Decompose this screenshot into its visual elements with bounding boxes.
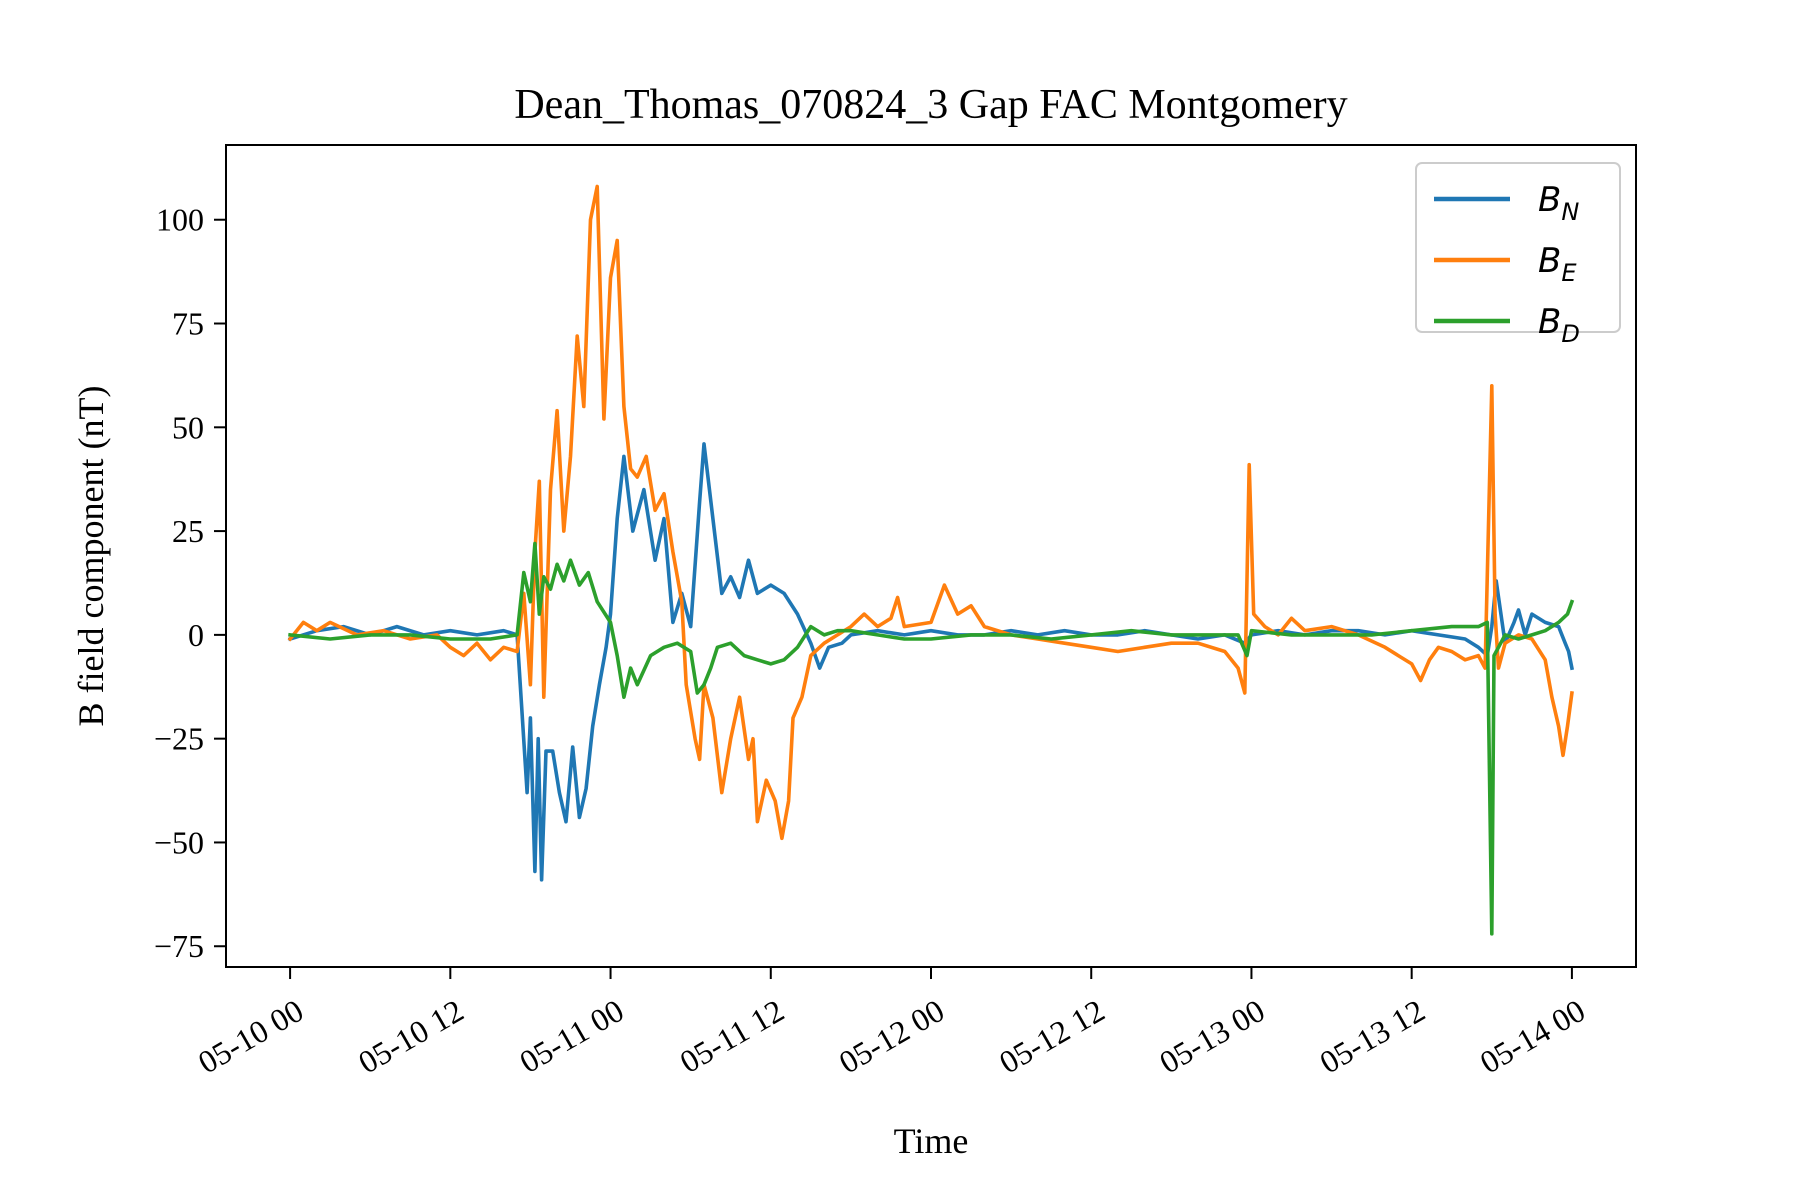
y-tick-label: 100 [156, 202, 204, 238]
x-axis-ticks: 05-10 00 05-10 12 05-11 00 05-11 12 05-12 00… [192, 967, 1591, 1080]
x-tick-label: 05-12 12 [993, 992, 1110, 1081]
x-tick-label: 05-13 00 [1153, 992, 1270, 1081]
x-tick-label: 05-11 00 [513, 992, 629, 1080]
y-tick-label: 75 [172, 306, 204, 342]
legend-label-base: B [1538, 241, 1561, 281]
y-tick-label: 50 [172, 409, 204, 445]
legend-box [1415, 162, 1621, 333]
x-tick-label: 05-11 12 [674, 992, 790, 1080]
y-tick-label: −50 [154, 824, 204, 860]
y-tick-label: −75 [154, 928, 204, 964]
x-tick-label: 05-14 00 [1474, 992, 1591, 1081]
legend-label-subscript: N [1561, 198, 1579, 226]
legend-label-be: BE [1538, 241, 1577, 287]
y-tick-label: 25 [172, 513, 204, 549]
y-tick-label: −25 [154, 721, 204, 757]
series-line-bn [287, 442, 1575, 882]
x-tick-label: 05-10 00 [192, 992, 309, 1081]
x-tick-label: 05-10 12 [352, 992, 469, 1081]
legend-label-bd: BD [1538, 302, 1580, 348]
legend-label-base: B [1538, 302, 1561, 342]
legend-label-subscript: E [1561, 259, 1577, 287]
y-axis-ticks: −75 −50 −25 0 25 50 75 100 [154, 202, 226, 964]
x-tick-label: 05-12 00 [833, 992, 950, 1081]
legend-label-base: B [1538, 180, 1561, 220]
y-axis-label: B field component (nT) [71, 386, 111, 727]
series-layer [287, 184, 1575, 936]
legend-label-subscript: D [1561, 320, 1579, 348]
series-line-be [287, 184, 1574, 841]
legend-label-bn: BN [1538, 180, 1579, 226]
x-tick-label: 05-13 12 [1313, 992, 1430, 1081]
y-tick-label: 0 [188, 617, 204, 653]
x-axis-label: Time [894, 1121, 969, 1161]
chart-title: Dean_Thomas_070824_3 Gap FAC Montgomery [514, 82, 1347, 128]
series-line-bd [288, 541, 1575, 936]
